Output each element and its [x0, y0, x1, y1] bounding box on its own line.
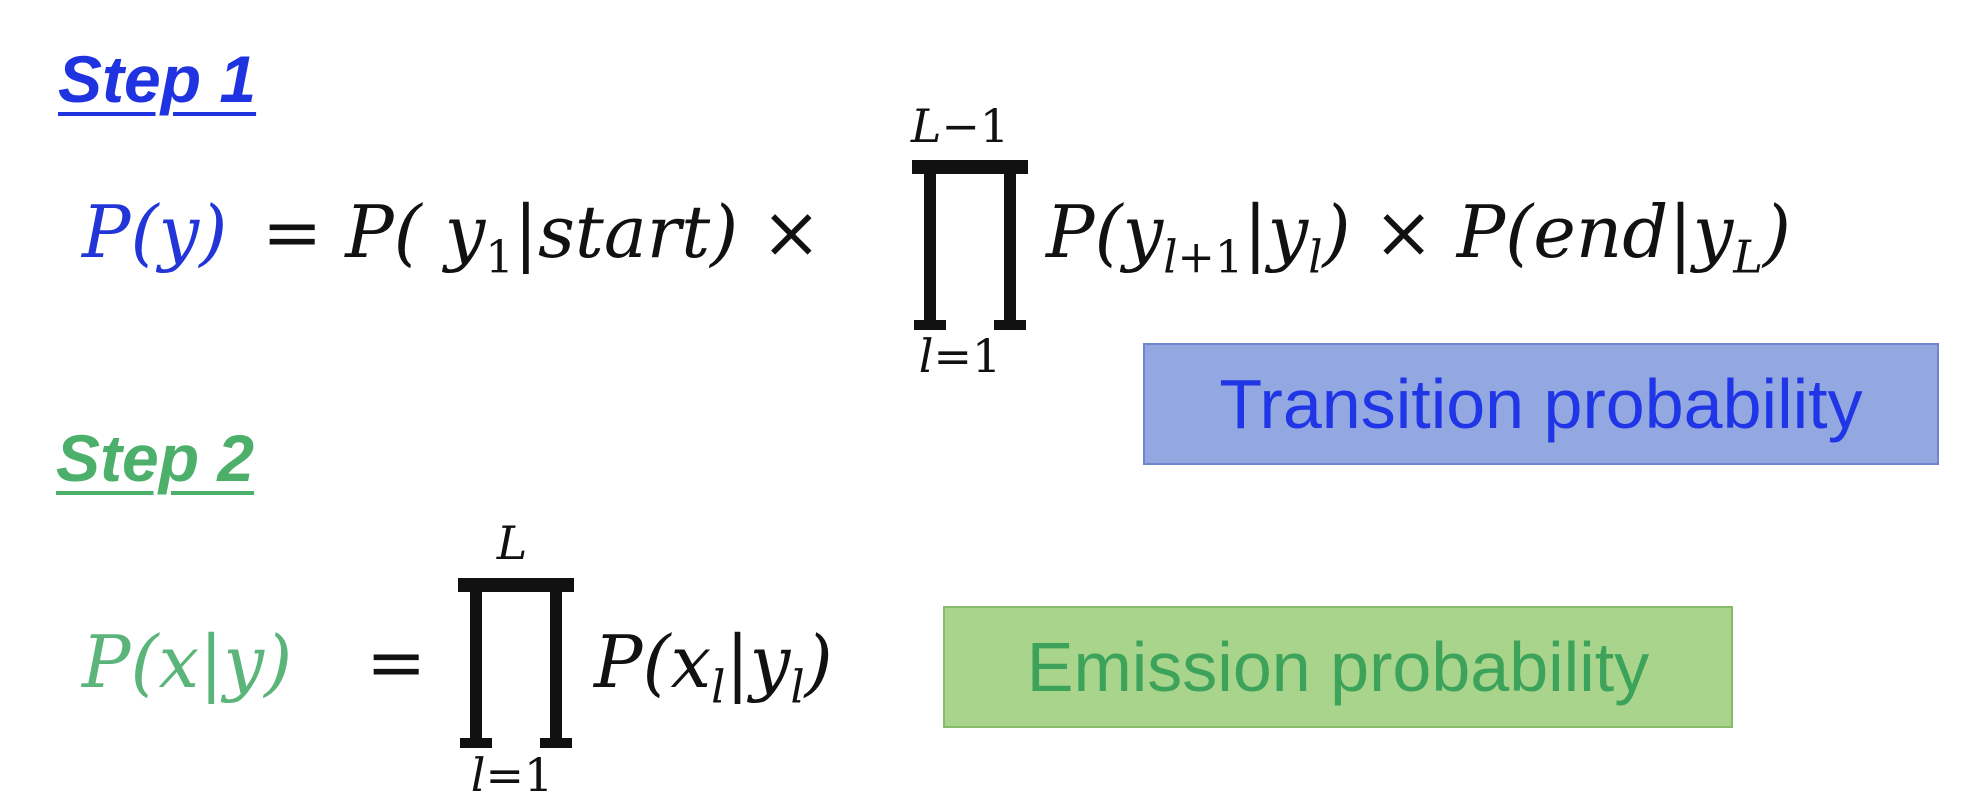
- product-lower-limit: l=1: [470, 748, 554, 802]
- transition-probability-text: Transition probability: [1219, 365, 1863, 443]
- product-upper-limit: L: [496, 516, 528, 570]
- step-2-formula-lhs: P(x|y): [82, 620, 293, 704]
- step-1-heading: Step 1: [58, 42, 257, 116]
- product-lower-limit: l=1: [918, 329, 1002, 383]
- step-1-formula-start-term: = P( y1|start) ×: [262, 190, 822, 284]
- step-1-formula-lhs: P(y): [82, 196, 227, 268]
- emission-probability-label: Emission probability: [943, 606, 1733, 728]
- step-2-formula-equals: =: [366, 620, 427, 704]
- transition-probability-label: Transition probability: [1143, 343, 1939, 465]
- formula-text: P(y): [82, 190, 228, 274]
- product-upper-limit: L−1: [910, 99, 1010, 153]
- product-symbol: [458, 578, 574, 748]
- step-2-formula-emission-term: P(xl|yl): [594, 620, 833, 714]
- product-symbol: [912, 160, 1028, 330]
- step-2-heading: Step 2: [56, 421, 255, 495]
- emission-probability-text: Emission probability: [1026, 628, 1650, 706]
- step-1-formula-transition-terms: P(yl+1|yl) × P(end|yL): [1046, 190, 1791, 284]
